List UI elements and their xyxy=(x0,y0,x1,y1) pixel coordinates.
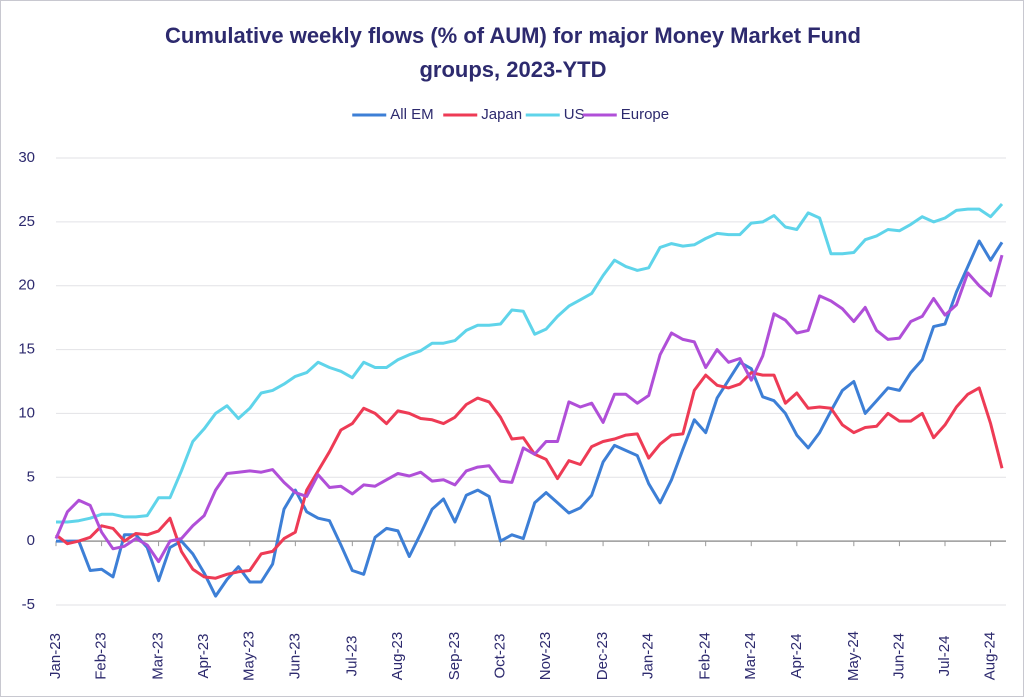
x-tick-label: Dec-23 xyxy=(594,632,611,680)
x-tick-label: May-24 xyxy=(845,631,862,681)
legend-label: All EM xyxy=(390,106,433,123)
y-tick-label: 15 xyxy=(18,341,35,358)
x-tick-label: Apr-24 xyxy=(788,633,805,678)
x-tick-label: Jul-23 xyxy=(343,636,360,677)
x-tick-label: Sep-23 xyxy=(446,632,463,680)
x-tick-label: Oct-23 xyxy=(491,633,508,678)
legend-label: Europe xyxy=(621,106,669,123)
y-tick-label: -5 xyxy=(22,596,35,613)
x-tick-label: Jan-24 xyxy=(640,633,657,679)
x-tick-label: Mar-23 xyxy=(150,632,167,680)
x-tick-label: Feb-23 xyxy=(93,632,110,680)
x-tick-label: Jun-24 xyxy=(890,633,907,679)
legend-label: US xyxy=(564,106,585,123)
y-tick-label: 20 xyxy=(18,277,35,294)
x-tick-label: Feb-24 xyxy=(697,632,714,680)
series-line xyxy=(55,371,1004,580)
y-tick-label: 30 xyxy=(18,149,35,166)
y-tick-label: 25 xyxy=(18,213,35,230)
x-tick-label: Apr-23 xyxy=(195,633,212,678)
x-tick-label: Mar-24 xyxy=(742,632,759,680)
x-tick-label: May-23 xyxy=(241,631,258,681)
x-tick-label: Jan-23 xyxy=(47,633,64,679)
x-tick-label: Aug-24 xyxy=(982,632,999,680)
series-line xyxy=(54,254,1004,564)
y-tick-label: 10 xyxy=(18,404,35,421)
y-tick-label: 0 xyxy=(27,532,35,549)
legend-label: Japan xyxy=(481,106,522,123)
y-tick-label: 5 xyxy=(27,468,35,485)
x-tick-label: Jun-23 xyxy=(286,633,303,679)
series-line xyxy=(56,202,1004,524)
x-tick-label: Nov-23 xyxy=(537,632,554,680)
series-line xyxy=(56,239,1004,598)
x-tick-label: Jul-24 xyxy=(936,636,953,677)
chart-title: Cumulative weekly flows (% of AUM) for m… xyxy=(165,23,861,82)
x-tick-label: Aug-23 xyxy=(389,632,406,680)
